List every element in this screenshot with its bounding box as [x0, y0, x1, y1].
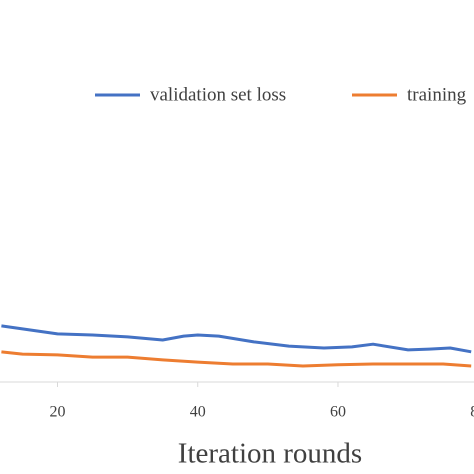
x-axis-title: Iteration rounds: [178, 438, 362, 470]
x-tick-label: 20: [49, 404, 65, 421]
legend-label: validation set loss: [150, 84, 286, 105]
x-tick-label: 80: [470, 404, 474, 421]
line-series: [1, 350, 472, 368]
x-tick-label: 40: [190, 404, 206, 421]
legend-label: training: [407, 84, 467, 105]
line-series: [1, 324, 472, 354]
x-tick-label: 60: [330, 404, 346, 421]
